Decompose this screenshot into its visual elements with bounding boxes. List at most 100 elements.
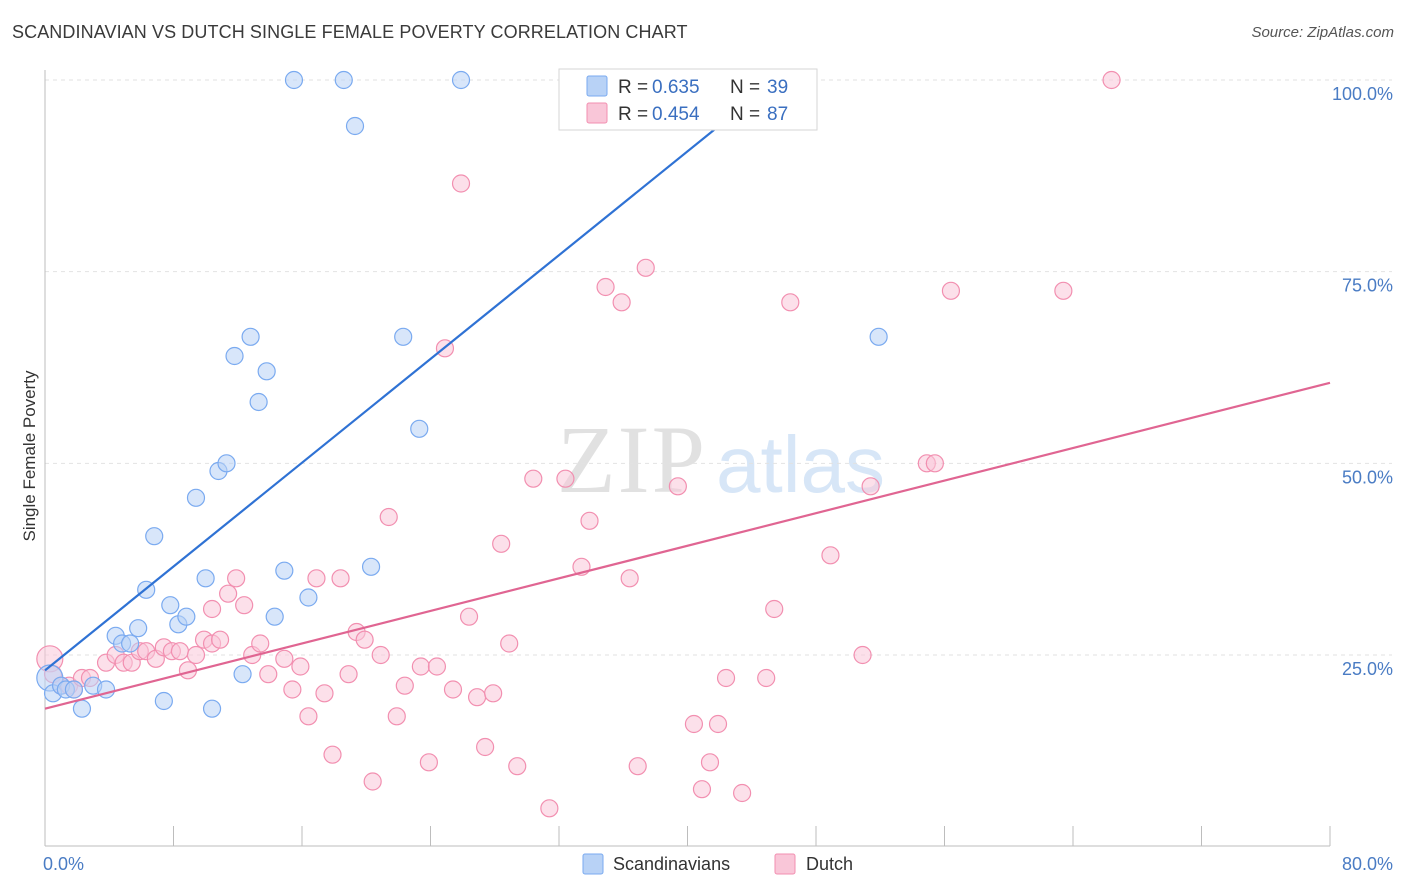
dutch-point: [387, 707, 406, 726]
scandinavian-point: [284, 70, 304, 90]
scandinavian-point: [299, 588, 318, 607]
trend-lines: [44, 79, 1331, 710]
legend-r-label-scandinavians: R =: [618, 77, 648, 98]
dutch-point: [524, 469, 543, 488]
legend-n-label-scandinavians: N =: [730, 77, 760, 98]
dutch-point: [556, 469, 575, 488]
dutch-point: [235, 596, 254, 615]
dutch-point: [700, 753, 720, 772]
dutch-point: [925, 454, 944, 473]
scandinavian-trend-line: [44, 79, 777, 672]
grid: [45, 79, 1392, 656]
correlation-legend: R = 0.635 N = 39 R = 0.454 N = 87: [558, 68, 818, 131]
dutch-point: [941, 281, 961, 300]
dutch-point: [170, 642, 190, 661]
scandinavian-point: [410, 419, 429, 438]
y-tick-label: 25.0%: [1342, 659, 1393, 679]
legend-r-value-dutch: 0.454: [652, 104, 700, 125]
y-tick-label: 100.0%: [1332, 84, 1393, 104]
dutch-point: [363, 772, 382, 791]
dutch-point: [580, 511, 599, 530]
dutch-point: [821, 546, 840, 565]
scandinavian-point: [154, 691, 173, 711]
dutch-point: [733, 783, 752, 803]
series-legend-label-scandinavians: Scandinavians: [613, 854, 730, 874]
dutch-point: [853, 645, 872, 665]
scandinavian-point: [196, 569, 215, 588]
dutch-point: [339, 665, 358, 684]
dutch-point: [355, 630, 374, 649]
dutch-point: [636, 258, 655, 277]
y-axis-title: Single Female Poverty: [20, 370, 39, 542]
dutch-point: [1054, 281, 1073, 300]
dutch-point: [500, 634, 519, 653]
dutch-point: [708, 714, 728, 734]
scandinavian-point: [121, 634, 140, 653]
dutch-point: [467, 688, 487, 707]
dutch-point: [395, 676, 414, 695]
dutch-point: [307, 569, 326, 588]
dutch-point: [620, 569, 639, 588]
scandinavian-point: [241, 327, 260, 346]
dutch-point: [716, 668, 736, 688]
legend-n-value-scandinavians: 39: [767, 77, 788, 98]
scandinavian-point: [361, 557, 381, 576]
dutch-point: [476, 737, 495, 757]
dutch-points: [36, 70, 1121, 818]
scandinavian-point: [275, 561, 294, 580]
scandinavian-point: [72, 699, 92, 718]
dutch-point: [411, 657, 430, 676]
dutch-point: [219, 584, 238, 603]
dutch-point: [186, 645, 206, 665]
dutch-point: [508, 757, 527, 776]
dutch-point: [1102, 70, 1121, 90]
dutch-point: [227, 569, 246, 588]
dutch-point: [210, 630, 230, 649]
chart-title: SCANDINAVIAN VS DUTCH SINGLE FEMALE POVE…: [12, 22, 688, 42]
series-legend-label-dutch: Dutch: [806, 854, 853, 874]
x-tick-label: 0.0%: [43, 854, 84, 874]
dutch-point: [202, 599, 222, 619]
tick-labels: 25.0% 50.0% 75.0% 100.0% 0.0% 80.0%: [43, 84, 1393, 874]
y-tick-label: 50.0%: [1342, 467, 1393, 487]
scandinavian-point: [64, 680, 84, 699]
dutch-point: [692, 780, 712, 799]
dutch-point: [861, 477, 880, 496]
dutch-point: [596, 277, 615, 297]
x-tick-label: 80.0%: [1342, 854, 1393, 874]
dutch-point: [443, 680, 463, 699]
dutch-point: [427, 657, 447, 676]
scandinavian-point: [265, 607, 284, 626]
legend-r-value-scandinavians: 0.635: [652, 77, 700, 98]
dutch-point: [628, 757, 647, 776]
dutch-point: [291, 657, 310, 676]
legend-swatch-scandinavians: [586, 75, 608, 97]
scandinavian-point: [225, 346, 244, 366]
dutch-point: [757, 668, 776, 688]
dutch-trend-line: [44, 381, 1331, 710]
scandinavian-point: [869, 327, 888, 346]
scandinavian-point: [161, 596, 180, 615]
dutch-point: [275, 649, 294, 668]
dutch-point: [484, 684, 503, 703]
dutch-point: [323, 745, 342, 764]
dutch-point: [379, 507, 398, 527]
series-legend: Scandinavians Dutch: [582, 853, 853, 875]
dutch-point: [451, 174, 471, 193]
dutch-point: [419, 753, 438, 772]
scandinavian-point: [145, 527, 164, 546]
watermark-atlas: atlas: [716, 420, 885, 509]
scandinavian-point: [233, 665, 252, 684]
scandinavian-point: [451, 70, 471, 90]
dutch-point: [251, 634, 270, 653]
watermark: ZIP atlas: [557, 406, 885, 513]
dutch-point: [765, 599, 784, 619]
dutch-point: [612, 293, 631, 312]
scandinavian-point: [217, 454, 236, 473]
series-legend-swatch-scandinavians: [582, 853, 604, 875]
legend-swatch-dutch: [586, 102, 608, 124]
series-legend-swatch-dutch: [774, 853, 796, 875]
y-tick-label: 75.0%: [1342, 276, 1393, 296]
scandinavian-point: [394, 327, 413, 346]
